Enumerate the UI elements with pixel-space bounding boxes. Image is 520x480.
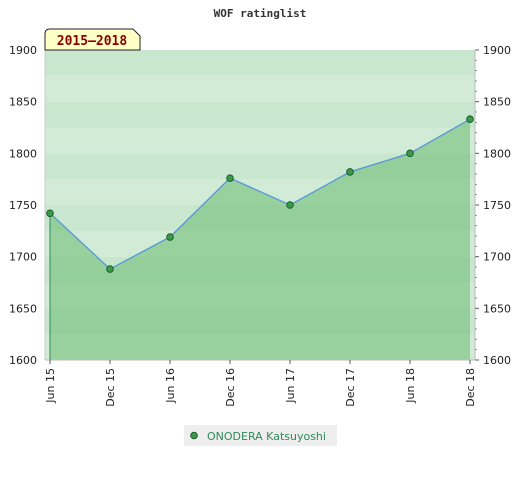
y-tick-label-left: 1750: [9, 199, 37, 212]
y-tick-label-left: 1800: [9, 147, 37, 160]
data-point: [46, 209, 54, 218]
data-points: [46, 115, 474, 273]
badge-label: 2015–2018: [57, 34, 128, 49]
background-band: [45, 153, 475, 180]
y-tick-label-right: 1900: [483, 44, 511, 57]
background-bands: [45, 50, 475, 360]
y-tick-label-right: 1750: [483, 199, 511, 212]
data-point: [346, 168, 354, 176]
y-tick-label-left: 1650: [9, 302, 37, 315]
x-tick-label: Jun 15: [44, 368, 57, 404]
y-axis-left: 1600 1650 1700 1750 1800 1850 1900: [9, 44, 37, 367]
background-band: [45, 256, 475, 283]
x-tick-label: Dec 16: [224, 368, 237, 407]
background-band: [45, 282, 475, 309]
background-band: [45, 205, 475, 231]
period-badge: 2015–2018: [44, 28, 141, 51]
y-tick-label-right: 1850: [483, 96, 511, 109]
background-wash: [45, 50, 475, 360]
background-band: [45, 334, 475, 360]
y-tick-label-left: 1600: [9, 354, 37, 367]
data-point: [466, 115, 474, 124]
x-axis: Jun 15 Dec 15 Jun 16 Dec 16 Jun 17 Dec 17 Jun …: [44, 360, 477, 407]
background-band: [45, 308, 475, 335]
y-tick-label-left: 1700: [9, 251, 37, 264]
x-tick-label: Dec 15: [104, 368, 117, 407]
background-band: [45, 75, 475, 102]
rating-line: [49, 118, 471, 270]
x-tick-label: Jun 16: [164, 368, 177, 404]
data-point: [106, 265, 114, 273]
x-tick-label: Jun 18: [404, 368, 417, 404]
x-tick-label: Jun 17: [284, 368, 297, 404]
y-tick-label-right: 1650: [483, 302, 511, 315]
y-tick-label-right: 1600: [483, 354, 511, 367]
legend-label: ONODERA Katsuyoshi: [207, 430, 326, 443]
y-tick-label-left: 1900: [9, 44, 37, 57]
chart-title: WOF ratinglist: [214, 7, 307, 20]
background-band: [45, 50, 475, 76]
data-point: [286, 201, 294, 209]
background-band: [45, 127, 475, 154]
x-tick-label: Dec 17: [344, 368, 357, 407]
y-tick-label-right: 1800: [483, 147, 511, 160]
background-band: [45, 101, 475, 128]
badge-box: [44, 28, 141, 51]
background-band: [45, 230, 475, 257]
legend[interactable]: ONODERA Katsuyoshi: [184, 425, 337, 446]
legend-marker-icon: [190, 431, 198, 440]
data-point: [226, 174, 234, 182]
y-axis-right: 1600 1650 1700 1750 1800 1850 1900: [475, 44, 511, 367]
y-tick-label-left: 1850: [9, 96, 37, 109]
legend-box: [184, 425, 337, 446]
data-point: [166, 233, 174, 241]
y-tick-label-right: 1700: [483, 251, 511, 264]
data-point: [406, 149, 414, 158]
x-tick-label: Dec 18: [464, 368, 477, 407]
rating-area: [50, 119, 470, 360]
